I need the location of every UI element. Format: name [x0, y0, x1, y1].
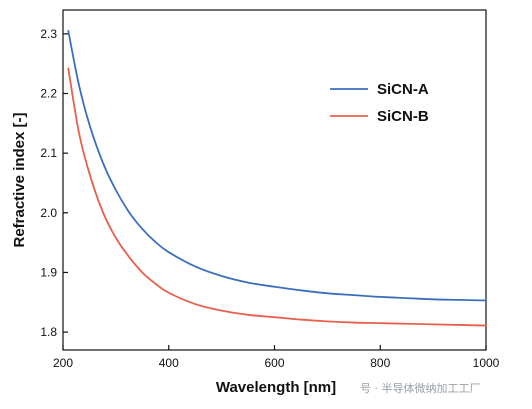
y-tick-label: 2.1 [40, 146, 57, 160]
x-tick-label: 1000 [473, 356, 500, 370]
y-tick-label: 2.2 [40, 87, 57, 101]
series-layer [67, 29, 487, 327]
legend-label-sicn-a: SiCN-A [377, 81, 429, 98]
series-line-sicn-a [67, 29, 487, 302]
y-tick-label: 2.3 [40, 27, 57, 41]
x-tick-label: 600 [264, 356, 284, 370]
x-tick-label: 800 [370, 356, 390, 370]
legend-label-sicn-b: SiCN-B [377, 108, 429, 125]
legend: SiCN-A SiCN-B [330, 81, 429, 125]
x-tick-label: 400 [159, 356, 179, 370]
y-axis-title: Refractive index [-] [11, 112, 28, 247]
x-tick-label: 200 [53, 356, 73, 370]
y-tick-label: 1.8 [40, 325, 57, 339]
series-line-sicn-b [67, 67, 487, 327]
y-tick-label: 1.9 [40, 265, 57, 279]
y-tick-label: 2.0 [40, 206, 57, 220]
x-axis-title: Wavelength [nm] [216, 379, 336, 396]
watermark: 号 · 半导体微纳加工工厂 [360, 381, 481, 395]
